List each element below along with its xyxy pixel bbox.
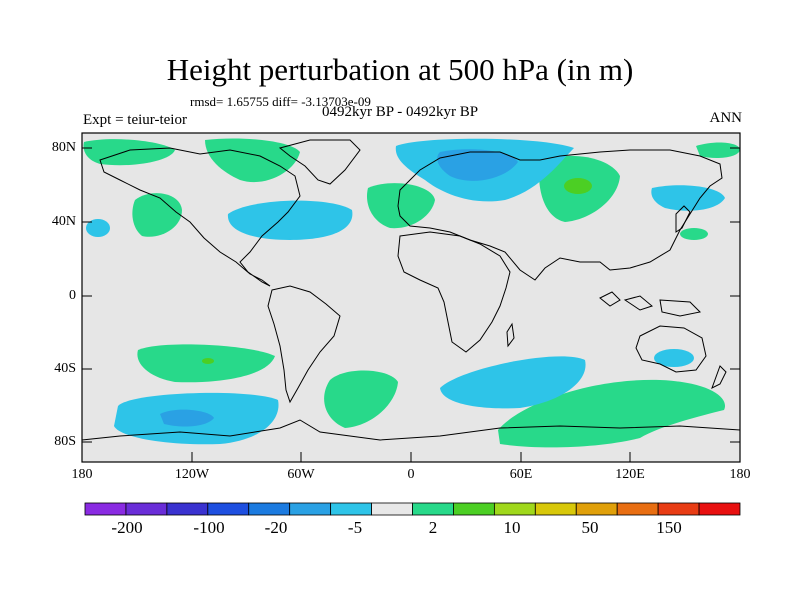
lon-label-120e: 120E: [615, 467, 645, 482]
lon-label-0: 0: [407, 467, 415, 482]
negative-anomalies: [86, 138, 725, 445]
anomaly-s-pacific-blue-core: [160, 409, 214, 427]
anomaly-n-atlantic-green: [366, 183, 435, 229]
anomaly-greenland-green: [205, 138, 300, 183]
colorbar-swatch: [412, 502, 454, 516]
lat-label-80n: 80N: [51, 140, 76, 155]
colorbar-swatch: [616, 502, 659, 516]
colorbar-label: 2: [428, 518, 438, 537]
colorbar-label: 50: [581, 518, 599, 537]
coastline-africa: [397, 231, 511, 353]
anomaly-ne-asia-blue: [651, 185, 725, 211]
coastline-australia: [635, 325, 707, 373]
colorbar-label: 150: [656, 518, 682, 537]
coastlines: [81, 139, 741, 441]
colorbar-swatch: [84, 502, 127, 516]
colorbar-swatch: [289, 502, 332, 516]
season-label: ANN: [709, 110, 743, 126]
colorbar-label: 10: [503, 518, 521, 537]
experiment-label: Expt = teiur-teior: [83, 112, 187, 128]
coastline-japan: [675, 205, 691, 233]
colorbar-swatch: [493, 502, 536, 516]
lon-label-180w: 180: [71, 467, 93, 482]
colorbar-label: -200: [111, 518, 143, 537]
plot-title: Height perturbation at 500 hPa (in m): [166, 52, 634, 87]
colorbar-swatch: [453, 502, 495, 516]
coastline-se-asia-islands: [599, 291, 702, 317]
axis-ticks: [81, 147, 741, 462]
colorbar-label: -100: [193, 518, 225, 537]
lat-label-40n: 40N: [51, 214, 76, 229]
colorbar-swatch: [125, 502, 168, 516]
lat-label-40s: 40S: [54, 361, 76, 376]
lon-label-60w: 60W: [287, 467, 315, 482]
colorbar-label: -5: [347, 518, 363, 537]
anomaly-nw-pacific-small-green: [680, 228, 708, 240]
anomaly-scandinavia-core: [437, 149, 518, 181]
colorbar-label: -20: [264, 518, 288, 537]
anomaly-nw-pacific-green: [83, 139, 175, 166]
anomaly-central-asia-core: [564, 178, 592, 194]
lon-label-60e: 60E: [509, 467, 533, 482]
coastline-europe: [397, 149, 723, 281]
coastline-north-america: [99, 147, 301, 287]
lat-label-80s: 80S: [54, 434, 76, 449]
anomaly-pacific-small-blue: [86, 219, 110, 237]
anomaly-s-atlantic-green: [324, 370, 398, 428]
coastline-greenland: [278, 139, 361, 185]
anomaly-n-america-blue: [227, 200, 353, 240]
period-label: 0492kyr BP - 0492kyr BP: [322, 104, 479, 120]
stats-text: rmsd= 1.65755 diff= -3.13703e-09: [190, 94, 371, 109]
colorbar-swatch: [371, 502, 413, 516]
anomaly-n-pacific-green: [132, 193, 182, 237]
colorbar-swatch: [207, 502, 250, 516]
colorbar-swatch: [698, 502, 741, 516]
anomaly-australia-blue: [654, 349, 694, 367]
anomaly-s-indian-ocean-blue: [440, 356, 586, 409]
anomaly-arctic-east-green: [696, 142, 740, 158]
colorbar-swatch: [575, 502, 618, 516]
colorbar-swatch: [657, 502, 700, 516]
lon-label-180e: 180: [729, 467, 751, 482]
coastline-antarctica: [81, 419, 741, 441]
lat-label-0: 0: [69, 288, 76, 303]
coastline-south-america: [267, 285, 341, 404]
coastline-new-zealand: [711, 365, 727, 390]
colorbar: [84, 502, 741, 516]
colorbar-swatch: [248, 502, 291, 516]
colorbar-swatch: [330, 502, 372, 516]
coastline-madagascar: [506, 322, 515, 348]
positive-anomalies: [83, 138, 740, 448]
colorbar-swatch: [534, 502, 577, 516]
colorbar-swatch: [166, 502, 209, 516]
anomaly-s-pacific-core: [202, 358, 214, 364]
lon-label-120w: 120W: [174, 467, 210, 482]
